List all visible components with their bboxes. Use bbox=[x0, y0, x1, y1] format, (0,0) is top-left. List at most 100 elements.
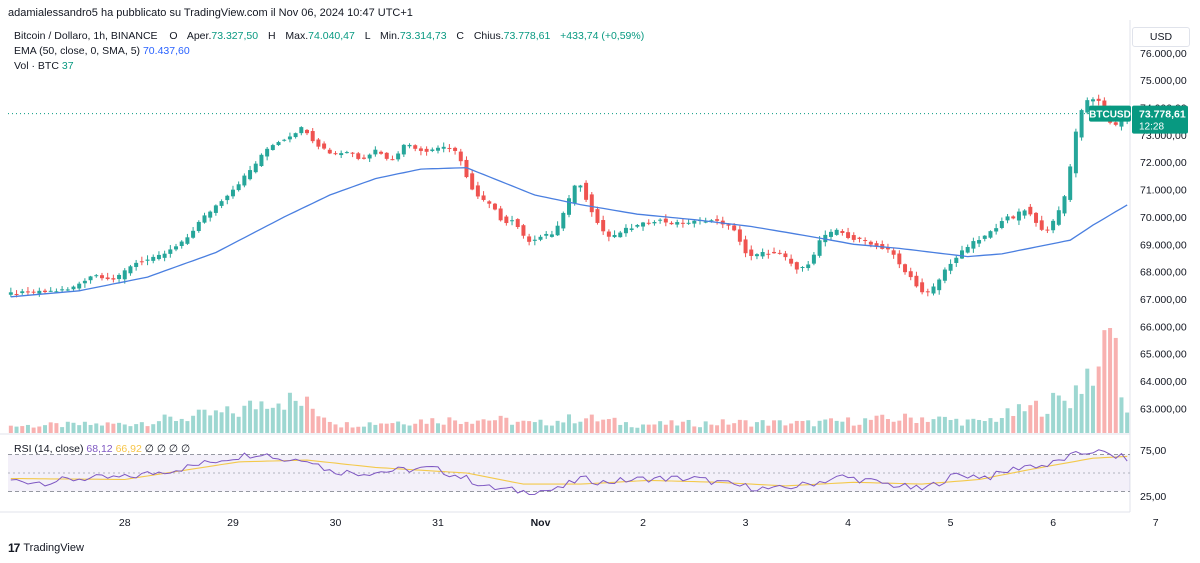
volume-bar bbox=[692, 426, 697, 433]
candle-body bbox=[37, 290, 42, 294]
volume-bar bbox=[424, 423, 429, 433]
volume-bar bbox=[436, 423, 440, 433]
ohlc-row[interactable]: Bitcoin / Dollaro, 1h, BINANCE O Aper.73… bbox=[14, 29, 644, 44]
volume-bar bbox=[515, 421, 520, 433]
volume-bar bbox=[743, 420, 748, 433]
volume-bar bbox=[407, 425, 412, 433]
volume-bar bbox=[920, 417, 925, 433]
volume-bar bbox=[413, 423, 418, 433]
candle-body bbox=[401, 144, 406, 155]
volume-bar bbox=[954, 418, 959, 433]
candle-body bbox=[367, 154, 372, 159]
candle-body bbox=[521, 225, 526, 236]
rsi-legend[interactable]: RSI (14, close) 68,12 66,92 ∅ ∅ ∅ ∅ bbox=[14, 443, 190, 455]
volume-bar bbox=[265, 408, 270, 433]
volume-bar bbox=[1039, 416, 1044, 433]
volume-bar bbox=[1096, 366, 1101, 433]
candle-body bbox=[606, 231, 611, 237]
candle-body bbox=[561, 212, 566, 229]
volume-bar bbox=[948, 420, 953, 433]
candle-body bbox=[185, 237, 190, 244]
candle-body bbox=[384, 152, 389, 159]
volume-bar bbox=[316, 416, 321, 433]
candle-body bbox=[618, 232, 623, 238]
volume-bar bbox=[8, 425, 13, 433]
candle-body bbox=[54, 291, 59, 293]
price-tag-symbol-box bbox=[1089, 105, 1131, 122]
volume-bar bbox=[276, 403, 281, 433]
candle-body bbox=[885, 247, 890, 250]
volume-bar bbox=[453, 420, 458, 433]
volume-bar bbox=[994, 421, 999, 433]
volume-bar bbox=[567, 414, 571, 433]
candle-body bbox=[544, 233, 549, 236]
volume-bar bbox=[213, 410, 218, 433]
volume-bar bbox=[248, 400, 253, 433]
volume-bar bbox=[14, 426, 19, 433]
candle-body bbox=[532, 239, 537, 241]
candle-body bbox=[510, 220, 515, 222]
volume-bar bbox=[749, 426, 754, 433]
volume-bar bbox=[772, 420, 777, 433]
candle-body bbox=[339, 153, 344, 156]
volume-bar bbox=[1102, 330, 1107, 433]
time-tick-label: 4 bbox=[845, 517, 851, 529]
tradingview-branding[interactable]: 17 TradingView bbox=[8, 541, 84, 555]
time-tick-label: 28 bbox=[119, 517, 131, 529]
volume-bar bbox=[726, 424, 731, 433]
price-tag-symbol: BTCUSD bbox=[1089, 110, 1131, 121]
volume-bar bbox=[698, 427, 702, 433]
candle-body bbox=[635, 224, 640, 227]
rsi-empty-values: ∅ ∅ ∅ ∅ bbox=[144, 443, 191, 455]
candle-body bbox=[225, 195, 230, 201]
volume-bar bbox=[572, 423, 577, 433]
published-by-text: adamialessandro5 ha pubblicato su Tradin… bbox=[8, 7, 413, 19]
volume-row[interactable]: Vol · BTC 37 bbox=[14, 59, 644, 74]
candle-body bbox=[504, 216, 509, 224]
candle-body bbox=[572, 185, 577, 204]
volume-bar bbox=[794, 420, 799, 433]
price-tick-label: 63.000,00 bbox=[1140, 403, 1187, 415]
candle-body bbox=[817, 240, 822, 256]
candle-body bbox=[111, 278, 116, 280]
candle-body bbox=[806, 264, 811, 269]
candle-body bbox=[94, 275, 99, 277]
ema-label: EMA (50, close, 0, SMA, 5) bbox=[14, 45, 141, 57]
price-tick-label: 71.000,00 bbox=[1140, 185, 1187, 197]
candle-body bbox=[942, 269, 947, 281]
volume-bar bbox=[777, 420, 782, 433]
candle-body bbox=[834, 229, 839, 235]
candle-body bbox=[527, 236, 532, 242]
volume-bar bbox=[37, 426, 42, 433]
candle-body bbox=[925, 291, 930, 293]
candle-body bbox=[31, 291, 36, 293]
volume-bar bbox=[396, 421, 401, 433]
low-value: 73.314,73 bbox=[399, 30, 447, 42]
candle-body bbox=[1062, 196, 1067, 214]
candle-body bbox=[71, 286, 76, 290]
candle-body bbox=[789, 258, 794, 264]
candle-body bbox=[88, 276, 93, 281]
price-tick-label: 64.000,00 bbox=[1140, 376, 1187, 388]
candle-body bbox=[196, 221, 201, 232]
candle-body bbox=[458, 151, 463, 162]
volume-bar bbox=[629, 427, 634, 433]
candle-body bbox=[783, 253, 788, 258]
volume-bar bbox=[1113, 337, 1118, 433]
volume-value: 37 bbox=[61, 60, 74, 72]
candle-body bbox=[99, 275, 104, 279]
candle-body bbox=[1034, 212, 1039, 223]
rsi-tick-label: 75,00 bbox=[1140, 445, 1166, 457]
volume-bar bbox=[828, 418, 833, 433]
candle-body bbox=[475, 185, 480, 197]
candle-body bbox=[846, 232, 851, 238]
candle-body bbox=[646, 222, 651, 224]
candle-body bbox=[487, 201, 492, 204]
volume-bar bbox=[686, 419, 691, 433]
candle-body bbox=[8, 292, 13, 295]
candle-body bbox=[344, 152, 349, 154]
currency-button[interactable]: USD bbox=[1132, 27, 1190, 47]
ema-row[interactable]: EMA (50, close, 0, SMA, 5) 70.437,60 bbox=[14, 44, 644, 59]
low-letter: L bbox=[364, 30, 371, 42]
